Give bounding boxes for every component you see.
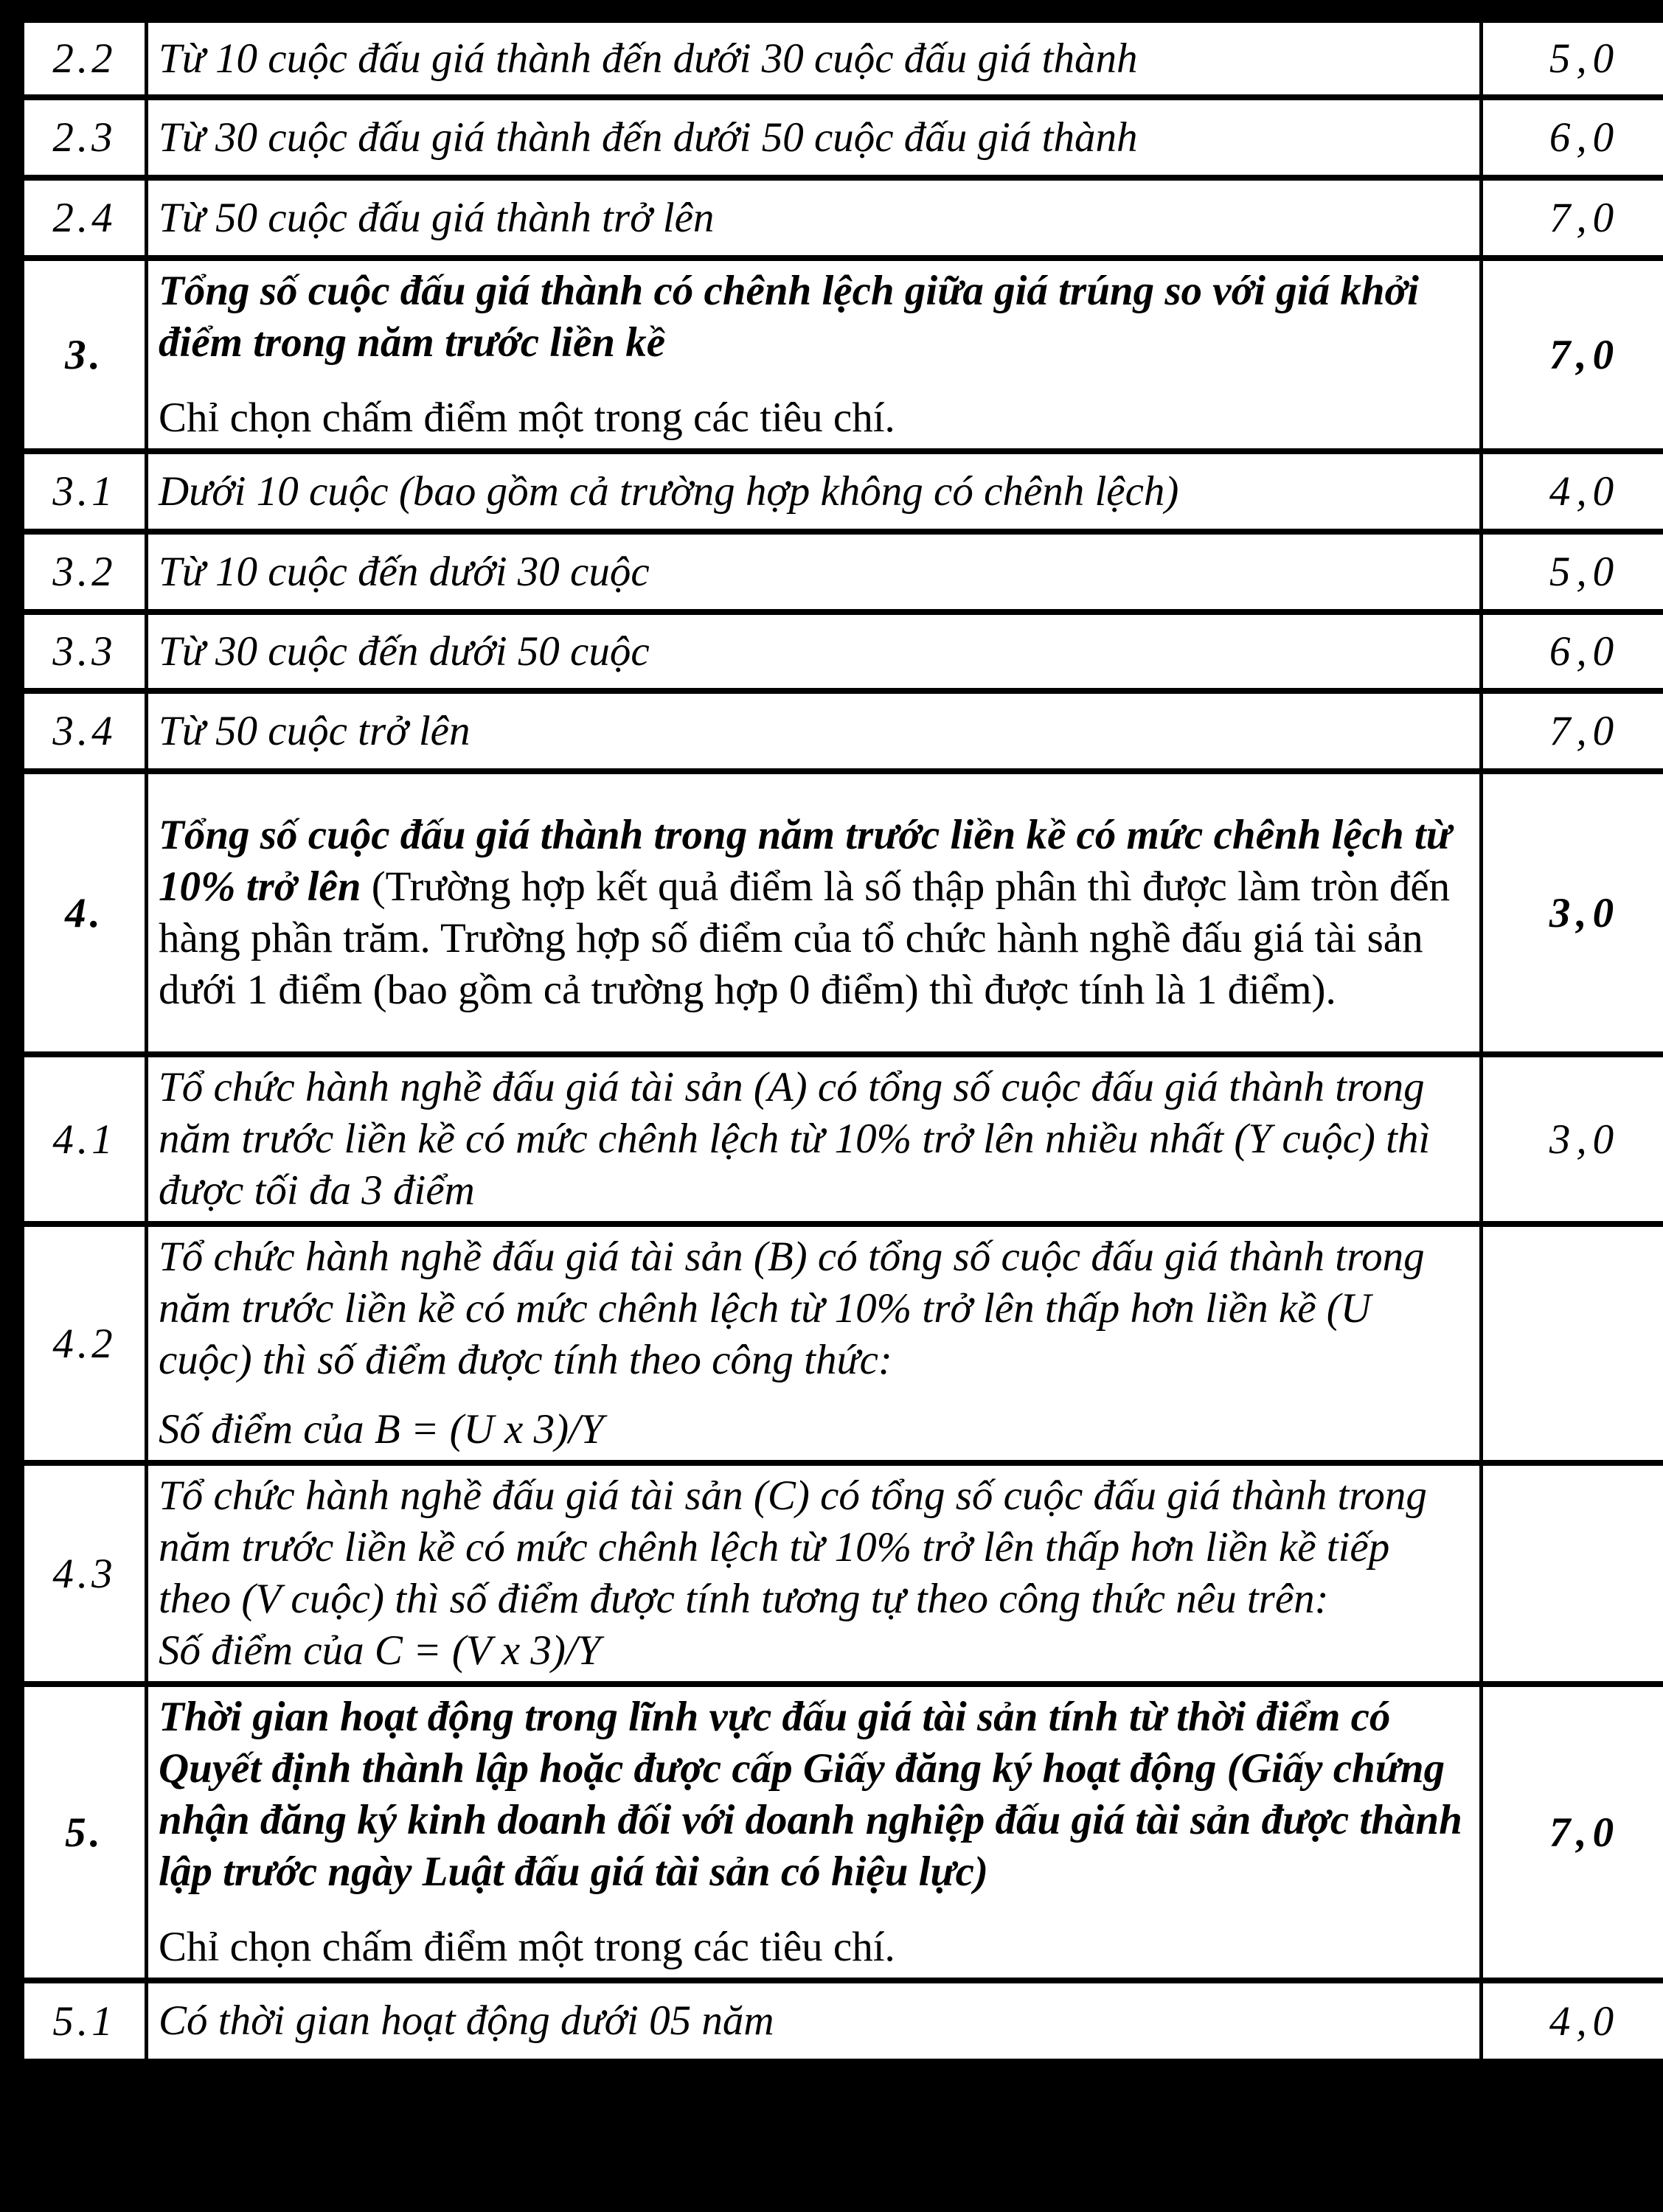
text-segment: Tổ chức hành nghề đấu giá tài sản (A) có…	[159, 1064, 1431, 1214]
table-row: 4.1 Tổ chức hành nghề đấu giá tài sản (A)…	[21, 1051, 1663, 1227]
text-segment: (Trường hợp kết quả điểm là số thập phân…	[159, 863, 1451, 1013]
row-number: 4.	[21, 768, 148, 1057]
row-number: 4.3	[21, 1460, 148, 1687]
table-body: 2.2 Từ 10 cuộc đấu giá thành đến dưới 30 …	[21, 17, 1663, 2065]
row-score: 4,0	[1479, 448, 1663, 535]
row-number: 4.1	[21, 1051, 148, 1227]
text-segment: Tổ chức hành nghề đấu giá tài sản (B) có…	[159, 1234, 1425, 1383]
table-row: 2.4 Từ 50 cuộc đấu giá thành trở lên 7,0	[21, 175, 1663, 261]
row-score: 4,0	[1479, 1978, 1663, 2065]
table-row: 4. Tổng số cuộc đấu giá thành trong năm t…	[21, 768, 1663, 1057]
row-criteria: Dưới 10 cuộc (bao gồm cả trường hợp khôn…	[145, 448, 1483, 535]
row-number: 5.1	[21, 1978, 148, 2065]
row-number: 2.4	[21, 175, 148, 261]
criteria-paragraph: Tổ chức hành nghề đấu giá tài sản (A) có…	[159, 1062, 1469, 1217]
table-row: 3.3 Từ 30 cuộc đến dưới 50 cuộc 6,0	[21, 609, 1663, 694]
text-segment: Thời gian hoạt động trong lĩnh vực đấu g…	[159, 1694, 1462, 1895]
row-number: 5.	[21, 1681, 148, 1983]
criteria-paragraph: Từ 50 cuộc trở lên	[159, 706, 1469, 757]
table-row: 2.2 Từ 10 cuộc đấu giá thành đến dưới 30 …	[21, 17, 1663, 100]
criteria-paragraph: Số điểm của B = (U x 3)/Y	[159, 1404, 1469, 1455]
criteria-paragraph: Tổng số cuộc đấu giá thành trong năm trư…	[159, 810, 1469, 1016]
table-row: 3.1 Dưới 10 cuộc (bao gồm cả trường hợp k…	[21, 448, 1663, 535]
text-segment: Có thời gian hoạt động dưới 05 năm	[159, 1997, 774, 2044]
row-criteria: Có thời gian hoạt động dưới 05 năm	[145, 1978, 1483, 2065]
row-score: 3,0	[1479, 1051, 1663, 1227]
row-criteria: Tổ chức hành nghề đấu giá tài sản (B) có…	[145, 1221, 1483, 1466]
row-criteria: Từ 50 cuộc trở lên	[145, 688, 1483, 774]
table-row: 4.2 Tổ chức hành nghề đấu giá tài sản (B)…	[21, 1221, 1663, 1466]
text-segment: Tổng số cuộc đấu giá thành có chênh lệch…	[159, 268, 1419, 366]
table-row: 4.3 Tổ chức hành nghề đấu giá tài sản (C)…	[21, 1460, 1663, 1687]
criteria-paragraph: Chỉ chọn chấm điểm một trong các tiêu ch…	[159, 392, 1469, 444]
text-segment: Số điểm của B = (U x 3)/Y	[159, 1406, 604, 1453]
criteria-paragraph: Từ 10 cuộc đấu giá thành đến dưới 30 cuộ…	[159, 33, 1469, 85]
row-score: 7,0	[1479, 255, 1663, 454]
row-number: 3.3	[21, 609, 148, 694]
criteria-paragraph: Số điểm của C = (V x 3)/Y	[159, 1625, 1469, 1677]
row-score: 7,0	[1479, 175, 1663, 261]
text-segment: Chỉ chọn chấm điểm một trong các tiêu ch…	[159, 1924, 895, 1970]
text-segment: Từ 10 cuộc đến dưới 30 cuộc	[159, 548, 650, 595]
row-criteria: Tổ chức hành nghề đấu giá tài sản (C) có…	[145, 1460, 1483, 1687]
row-criteria: Từ 30 cuộc đến dưới 50 cuộc	[145, 609, 1483, 694]
row-criteria: Tổng số cuộc đấu giá thành có chênh lệch…	[145, 255, 1483, 454]
row-criteria: Tổ chức hành nghề đấu giá tài sản (A) có…	[145, 1051, 1483, 1227]
criteria-paragraph: Từ 50 cuộc đấu giá thành trở lên	[159, 192, 1469, 244]
row-number: 3.4	[21, 688, 148, 774]
criteria-paragraph: Có thời gian hoạt động dưới 05 năm	[159, 1995, 1469, 2047]
text-segment: Tổng số cuộc đấu giá thành trong năm trư…	[159, 812, 1451, 910]
row-score	[1479, 1221, 1663, 1466]
criteria-paragraph: Dưới 10 cuộc (bao gồm cả trường hợp khôn…	[159, 466, 1469, 518]
text-segment: Số điểm của C = (V x 3)/Y	[159, 1627, 601, 1674]
row-criteria: Từ 10 cuộc đến dưới 30 cuộc	[145, 529, 1483, 615]
table-row: 2.3 Từ 30 cuộc đấu giá thành đến dưới 50 …	[21, 94, 1663, 181]
table-row: 5. Thời gian hoạt động trong lĩnh vực đấu…	[21, 1681, 1663, 1983]
table-row: 5.1 Có thời gian hoạt động dưới 05 năm 4,0	[21, 1978, 1663, 2065]
criteria-paragraph: Chỉ chọn chấm điểm một trong các tiêu ch…	[159, 1921, 1469, 1973]
row-score: 6,0	[1479, 609, 1663, 694]
row-criteria: Từ 30 cuộc đấu giá thành đến dưới 50 cuộ…	[145, 94, 1483, 181]
criteria-paragraph: Từ 10 cuộc đến dưới 30 cuộc	[159, 546, 1469, 598]
row-score	[1479, 1460, 1663, 1687]
criteria-paragraph: Thời gian hoạt động trong lĩnh vực đấu g…	[159, 1691, 1469, 1898]
row-number: 4.2	[21, 1221, 148, 1466]
criteria-paragraph: Tổ chức hành nghề đấu giá tài sản (C) có…	[159, 1470, 1469, 1625]
table-row: 3.2 Từ 10 cuộc đến dưới 30 cuộc 5,0	[21, 529, 1663, 615]
criteria-paragraph: Tổ chức hành nghề đấu giá tài sản (B) có…	[159, 1231, 1469, 1386]
row-score: 6,0	[1479, 94, 1663, 181]
criteria-paragraph: Tổng số cuộc đấu giá thành có chênh lệch…	[159, 265, 1469, 369]
row-number: 3.2	[21, 529, 148, 615]
row-score: 7,0	[1479, 688, 1663, 774]
text-segment: Từ 50 cuộc đấu giá thành trở lên	[159, 194, 715, 241]
row-criteria: Thời gian hoạt động trong lĩnh vực đấu g…	[145, 1681, 1483, 1983]
text-segment: Tổ chức hành nghề đấu giá tài sản (C) có…	[159, 1472, 1427, 1622]
row-score: 5,0	[1479, 529, 1663, 615]
criteria-table: 2.2 Từ 10 cuộc đấu giá thành đến dưới 30 …	[21, 17, 1663, 2065]
row-score: 7,0	[1479, 1681, 1663, 1983]
criteria-paragraph: Từ 30 cuộc đấu giá thành đến dưới 50 cuộ…	[159, 112, 1469, 164]
row-criteria: Tổng số cuộc đấu giá thành trong năm trư…	[145, 768, 1483, 1057]
table-row: 3. Tổng số cuộc đấu giá thành có chênh lệ…	[21, 255, 1663, 454]
text-segment: Từ 30 cuộc đấu giá thành đến dưới 50 cuộ…	[159, 114, 1138, 161]
criteria-paragraph: Từ 30 cuộc đến dưới 50 cuộc	[159, 626, 1469, 678]
text-segment: Từ 10 cuộc đấu giá thành đến dưới 30 cuộ…	[159, 35, 1138, 82]
text-segment: Chỉ chọn chấm điểm một trong các tiêu ch…	[159, 394, 895, 441]
row-criteria: Từ 50 cuộc đấu giá thành trở lên	[145, 175, 1483, 261]
row-number: 2.3	[21, 94, 148, 181]
table-row: 3.4 Từ 50 cuộc trở lên 7,0	[21, 688, 1663, 774]
row-number: 3.1	[21, 448, 148, 535]
row-score: 3,0	[1479, 768, 1663, 1057]
text-segment: Dưới 10 cuộc (bao gồm cả trường hợp khôn…	[159, 467, 1179, 515]
row-score: 5,0	[1479, 17, 1663, 100]
row-number: 3.	[21, 255, 148, 454]
row-number: 2.2	[21, 17, 148, 100]
text-segment: Từ 30 cuộc đến dưới 50 cuộc	[159, 627, 650, 675]
row-criteria: Từ 10 cuộc đấu giá thành đến dưới 30 cuộ…	[145, 17, 1483, 100]
text-segment: Từ 50 cuộc trở lên	[159, 707, 471, 754]
